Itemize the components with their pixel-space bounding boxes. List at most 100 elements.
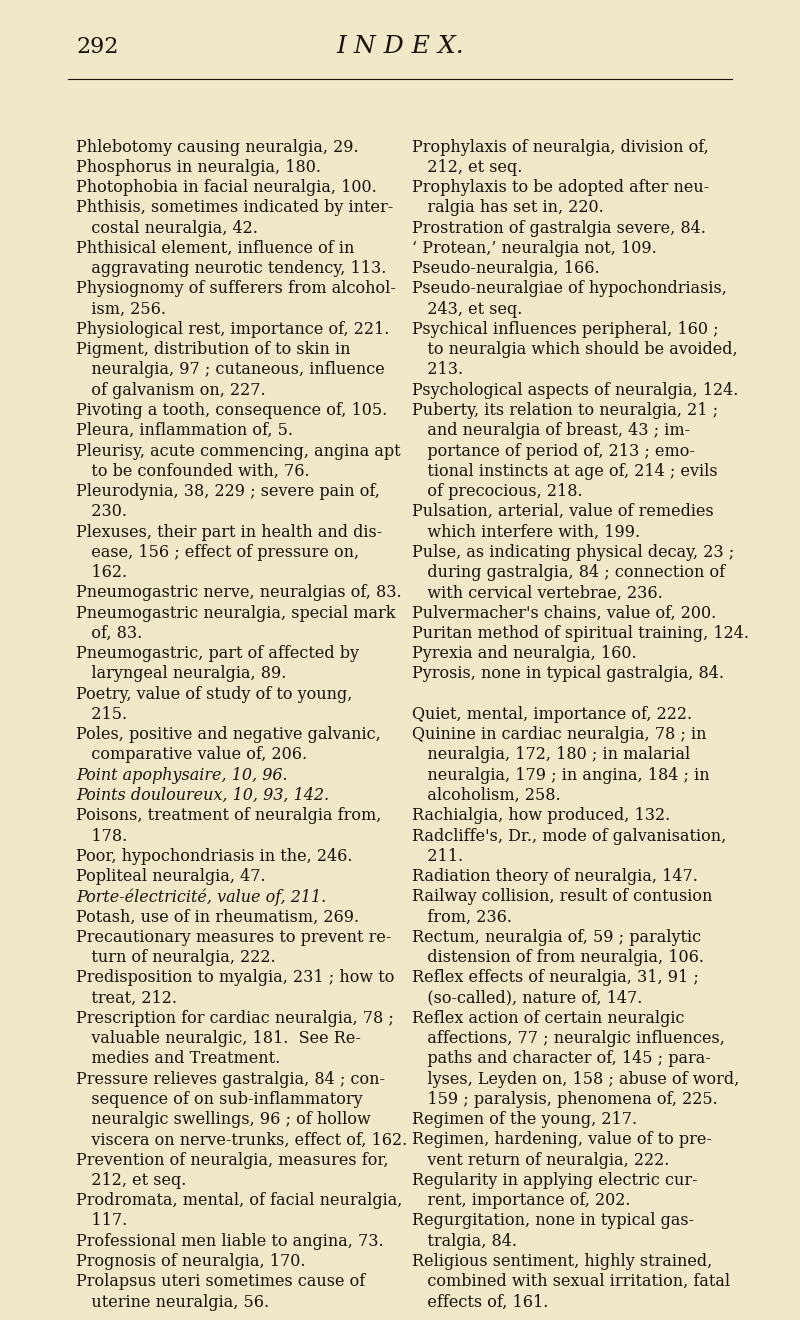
Text: Quiet, mental, importance of, 222.: Quiet, mental, importance of, 222. (412, 706, 692, 723)
Text: Pulse, as indicating physical decay, 23 ;: Pulse, as indicating physical decay, 23 … (412, 544, 734, 561)
Text: Pneumogastric nerve, neuralgias of, 83.: Pneumogastric nerve, neuralgias of, 83. (76, 585, 402, 602)
Text: 162.: 162. (76, 564, 127, 581)
Text: 292: 292 (76, 36, 118, 58)
Text: tional instincts at age of, 214 ; evils: tional instincts at age of, 214 ; evils (412, 463, 718, 479)
Text: Prescription for cardiac neuralgia, 78 ;: Prescription for cardiac neuralgia, 78 ; (76, 1010, 394, 1027)
Text: Pleurodynia, 38, 229 ; severe pain of,: Pleurodynia, 38, 229 ; severe pain of, (76, 483, 380, 500)
Text: Regularity in applying electric cur-: Regularity in applying electric cur- (412, 1172, 698, 1189)
Text: Potash, use of in rheumatism, 269.: Potash, use of in rheumatism, 269. (76, 908, 359, 925)
Text: Radcliffe's, Dr., mode of galvanisation,: Radcliffe's, Dr., mode of galvanisation, (412, 828, 726, 845)
Text: of, 83.: of, 83. (76, 624, 142, 642)
Text: Predisposition to myalgia, 231 ; how to: Predisposition to myalgia, 231 ; how to (76, 969, 394, 986)
Text: Reflex effects of neuralgia, 31, 91 ;: Reflex effects of neuralgia, 31, 91 ; (412, 969, 699, 986)
Text: 159 ; paralysis, phenomena of, 225.: 159 ; paralysis, phenomena of, 225. (412, 1090, 718, 1107)
Text: Pleurisy, acute commencing, angina apt: Pleurisy, acute commencing, angina apt (76, 442, 401, 459)
Text: aggravating neurotic tendency, 113.: aggravating neurotic tendency, 113. (76, 260, 386, 277)
Text: Physiognomy of sufferers from alcohol-: Physiognomy of sufferers from alcohol- (76, 280, 396, 297)
Text: with cervical vertebrae, 236.: with cervical vertebrae, 236. (412, 585, 662, 602)
Text: Regurgitation, none in typical gas-: Regurgitation, none in typical gas- (412, 1213, 694, 1229)
Text: of precocious, 218.: of precocious, 218. (412, 483, 582, 500)
Text: vent return of neuralgia, 222.: vent return of neuralgia, 222. (412, 1151, 670, 1168)
Text: Pseudo-neuralgia, 166.: Pseudo-neuralgia, 166. (412, 260, 600, 277)
Text: tralgia, 84.: tralgia, 84. (412, 1233, 517, 1250)
Text: neuralgia, 97 ; cutaneous, influence: neuralgia, 97 ; cutaneous, influence (76, 362, 385, 379)
Text: and neuralgia of breast, 43 ; im-: and neuralgia of breast, 43 ; im- (412, 422, 690, 440)
Text: 211.: 211. (412, 847, 463, 865)
Text: Poisons, treatment of neuralgia from,: Poisons, treatment of neuralgia from, (76, 808, 382, 824)
Text: Phlebotomy causing neuralgia, 29.: Phlebotomy causing neuralgia, 29. (76, 139, 358, 156)
Text: Rachialgia, how produced, 132.: Rachialgia, how produced, 132. (412, 808, 670, 824)
Text: valuable neuralgic, 181.  See Re-: valuable neuralgic, 181. See Re- (76, 1030, 361, 1047)
Text: Pulsation, arterial, value of remedies: Pulsation, arterial, value of remedies (412, 503, 714, 520)
Text: 178.: 178. (76, 828, 127, 845)
Text: Prolapsus uteri sometimes cause of: Prolapsus uteri sometimes cause of (76, 1274, 366, 1290)
Text: Prostration of gastralgia severe, 84.: Prostration of gastralgia severe, 84. (412, 219, 706, 236)
Text: from, 236.: from, 236. (412, 908, 512, 925)
Text: Poetry, value of study of to young,: Poetry, value of study of to young, (76, 685, 352, 702)
Text: Physiological rest, importance of, 221.: Physiological rest, importance of, 221. (76, 321, 390, 338)
Text: ‘ Protean,’ neuralgia not, 109.: ‘ Protean,’ neuralgia not, 109. (412, 240, 657, 257)
Text: during gastralgia, 84 ; connection of: during gastralgia, 84 ; connection of (412, 564, 725, 581)
Text: of galvanism on, 227.: of galvanism on, 227. (76, 381, 266, 399)
Text: affections, 77 ; neuralgic influences,: affections, 77 ; neuralgic influences, (412, 1030, 725, 1047)
Text: Porte-électricité, value of, 211.: Porte-électricité, value of, 211. (76, 888, 326, 906)
Text: Popliteal neuralgia, 47.: Popliteal neuralgia, 47. (76, 869, 266, 884)
Text: to be confounded with, 76.: to be confounded with, 76. (76, 463, 310, 479)
Text: medies and Treatment.: medies and Treatment. (76, 1051, 280, 1068)
Text: 213.: 213. (412, 362, 463, 379)
Text: Pulvermacher's chains, value of, 200.: Pulvermacher's chains, value of, 200. (412, 605, 716, 622)
Text: Phthisis, sometimes indicated by inter-: Phthisis, sometimes indicated by inter- (76, 199, 394, 216)
Text: neuralgic swellings, 96 ; of hollow: neuralgic swellings, 96 ; of hollow (76, 1111, 370, 1129)
Text: Pneumogastric, part of affected by: Pneumogastric, part of affected by (76, 645, 359, 663)
Text: neuralgia, 179 ; in angina, 184 ; in: neuralgia, 179 ; in angina, 184 ; in (412, 767, 710, 784)
Text: Puritan method of spiritual training, 124.: Puritan method of spiritual training, 12… (412, 624, 749, 642)
Text: I N D E X.: I N D E X. (336, 34, 464, 58)
Text: 212, et seq.: 212, et seq. (76, 1172, 186, 1189)
Text: Poor, hypochondriasis in the, 246.: Poor, hypochondriasis in the, 246. (76, 847, 353, 865)
Text: viscera on nerve-trunks, effect of, 162.: viscera on nerve-trunks, effect of, 162. (76, 1131, 407, 1148)
Text: sequence of on sub-inflammatory: sequence of on sub-inflammatory (76, 1090, 362, 1107)
Text: Pressure relieves gastralgia, 84 ; con-: Pressure relieves gastralgia, 84 ; con- (76, 1071, 385, 1088)
Text: Prognosis of neuralgia, 170.: Prognosis of neuralgia, 170. (76, 1253, 306, 1270)
Text: (so-called), nature of, 147.: (so-called), nature of, 147. (412, 990, 642, 1007)
Text: Pyrosis, none in typical gastralgia, 84.: Pyrosis, none in typical gastralgia, 84. (412, 665, 724, 682)
Text: Pivoting a tooth, consequence of, 105.: Pivoting a tooth, consequence of, 105. (76, 403, 387, 418)
Text: Pneumogastric neuralgia, special mark: Pneumogastric neuralgia, special mark (76, 605, 395, 622)
Text: Rectum, neuralgia of, 59 ; paralytic: Rectum, neuralgia of, 59 ; paralytic (412, 929, 701, 946)
Text: Psychological aspects of neuralgia, 124.: Psychological aspects of neuralgia, 124. (412, 381, 738, 399)
Text: comparative value of, 206.: comparative value of, 206. (76, 747, 307, 763)
Text: Prevention of neuralgia, measures for,: Prevention of neuralgia, measures for, (76, 1151, 389, 1168)
Text: Professional men liable to angina, 73.: Professional men liable to angina, 73. (76, 1233, 384, 1250)
Text: combined with sexual irritation, fatal: combined with sexual irritation, fatal (412, 1274, 730, 1290)
Text: lyses, Leyden on, 158 ; abuse of word,: lyses, Leyden on, 158 ; abuse of word, (412, 1071, 739, 1088)
Text: 243, et seq.: 243, et seq. (412, 301, 522, 318)
Text: costal neuralgia, 42.: costal neuralgia, 42. (76, 219, 258, 236)
Text: Phthisical element, influence of in: Phthisical element, influence of in (76, 240, 354, 257)
Text: turn of neuralgia, 222.: turn of neuralgia, 222. (76, 949, 276, 966)
Text: Radiation theory of neuralgia, 147.: Radiation theory of neuralgia, 147. (412, 869, 698, 884)
Text: Railway collision, result of contusion: Railway collision, result of contusion (412, 888, 712, 906)
Text: rent, importance of, 202.: rent, importance of, 202. (412, 1192, 630, 1209)
Text: Phosphorus in neuralgia, 180.: Phosphorus in neuralgia, 180. (76, 158, 321, 176)
Text: Prophylaxis of neuralgia, division of,: Prophylaxis of neuralgia, division of, (412, 139, 709, 156)
Text: to neuralgia which should be avoided,: to neuralgia which should be avoided, (412, 341, 738, 358)
Text: Regimen of the young, 217.: Regimen of the young, 217. (412, 1111, 637, 1129)
Text: Quinine in cardiac neuralgia, 78 ; in: Quinine in cardiac neuralgia, 78 ; in (412, 726, 706, 743)
Text: Regimen, hardening, value of to pre-: Regimen, hardening, value of to pre- (412, 1131, 712, 1148)
Text: alcoholism, 258.: alcoholism, 258. (412, 787, 561, 804)
Text: distension of from neuralgia, 106.: distension of from neuralgia, 106. (412, 949, 704, 966)
Text: Reflex action of certain neuralgic: Reflex action of certain neuralgic (412, 1010, 685, 1027)
Text: 117.: 117. (76, 1213, 127, 1229)
Text: Pleura, inflammation of, 5.: Pleura, inflammation of, 5. (76, 422, 293, 440)
Text: ralgia has set in, 220.: ralgia has set in, 220. (412, 199, 604, 216)
Text: treat, 212.: treat, 212. (76, 990, 177, 1007)
Text: Precautionary measures to prevent re-: Precautionary measures to prevent re- (76, 929, 391, 946)
Text: Pigment, distribution of to skin in: Pigment, distribution of to skin in (76, 341, 350, 358)
Text: Poles, positive and negative galvanic,: Poles, positive and negative galvanic, (76, 726, 381, 743)
Text: Point apophysaire, 10, 96.: Point apophysaire, 10, 96. (76, 767, 288, 784)
Text: Psychical influences peripheral, 160 ;: Psychical influences peripheral, 160 ; (412, 321, 718, 338)
Text: Prophylaxis to be adopted after neu-: Prophylaxis to be adopted after neu- (412, 180, 710, 197)
Text: ism, 256.: ism, 256. (76, 301, 166, 318)
Text: uterine neuralgia, 56.: uterine neuralgia, 56. (76, 1294, 269, 1311)
Text: laryngeal neuralgia, 89.: laryngeal neuralgia, 89. (76, 665, 286, 682)
